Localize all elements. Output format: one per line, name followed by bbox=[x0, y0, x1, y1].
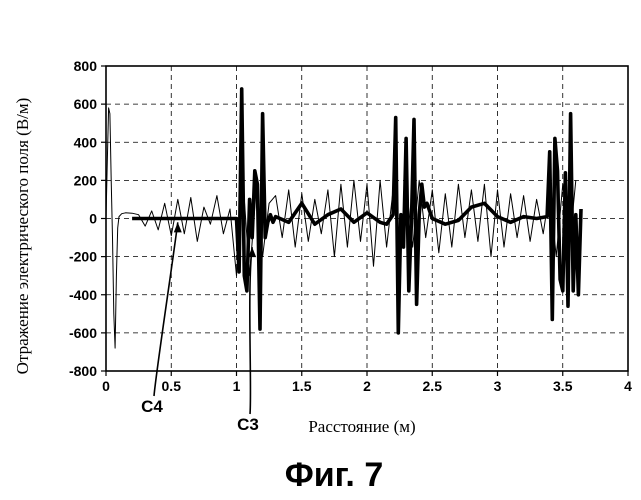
callout-leader-c3 bbox=[250, 247, 252, 414]
y-tick-label: 800 bbox=[74, 58, 98, 74]
x-tick-label: 0 bbox=[102, 378, 110, 394]
y-tick-label: 200 bbox=[74, 172, 98, 188]
x-tick-label: 2.5 bbox=[423, 378, 443, 394]
y-axis-label: Отражение электрического поля (В/м) bbox=[13, 98, 32, 375]
y-tick-label: -200 bbox=[69, 249, 97, 265]
y-tick-label: 0 bbox=[89, 211, 97, 227]
x-tick-label: 1.5 bbox=[292, 378, 312, 394]
x-axis-label: Расстояние (м) bbox=[308, 417, 415, 436]
y-tick-label: 400 bbox=[74, 134, 98, 150]
series-line-c3 bbox=[132, 89, 581, 333]
callout-leader-c4 bbox=[154, 222, 178, 396]
x-tick-label: 3.5 bbox=[553, 378, 573, 394]
x-tick-label: 3 bbox=[494, 378, 502, 394]
x-tick-label: 0.5 bbox=[162, 378, 182, 394]
x-tick-label: 2 bbox=[363, 378, 371, 394]
axis-ticks bbox=[101, 66, 628, 376]
callout-arrowhead bbox=[174, 222, 182, 232]
figure-caption: Фиг. 7 bbox=[285, 456, 383, 494]
callout-label-c4: C4 bbox=[141, 397, 163, 416]
x-tick-labels: 0 0.5 1 1.5 2 2.5 3 3.5 4 bbox=[102, 378, 632, 394]
x-tick-label: 4 bbox=[624, 378, 632, 394]
callout-label-c3: C3 bbox=[237, 415, 259, 434]
y-tick-label: 600 bbox=[74, 96, 98, 112]
x-tick-label: 1 bbox=[233, 378, 241, 394]
y-tick-label: -600 bbox=[69, 325, 97, 341]
callouts: C4 C3 bbox=[141, 222, 259, 434]
y-tick-labels: 800 600 400 200 0 -200 -400 -600 -800 bbox=[69, 58, 97, 379]
y-tick-label: -800 bbox=[69, 363, 97, 379]
y-tick-label: -400 bbox=[69, 287, 97, 303]
